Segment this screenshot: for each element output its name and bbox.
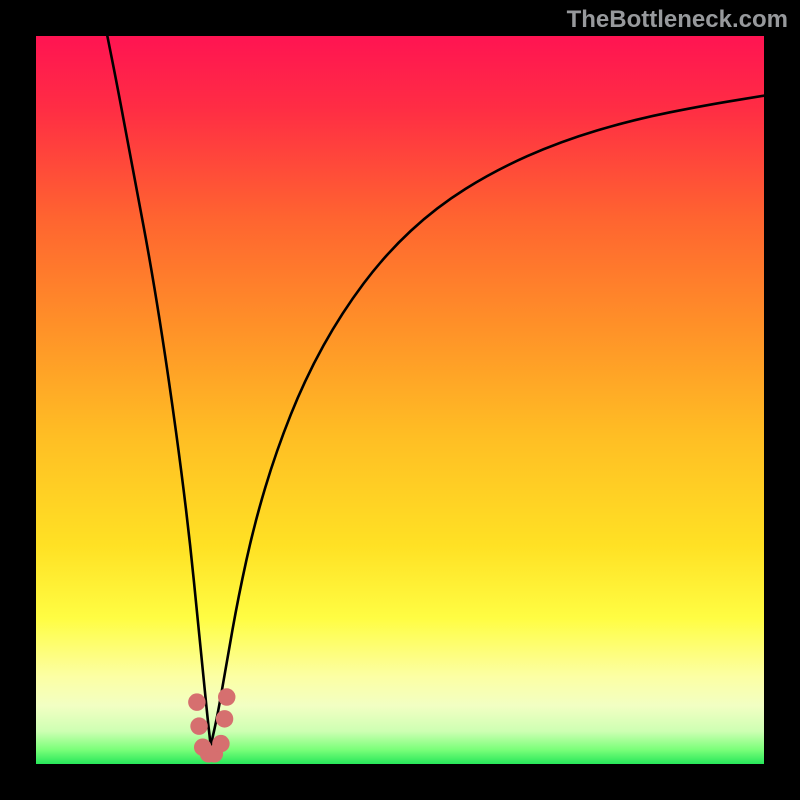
marker-point	[188, 693, 205, 710]
plot-area	[36, 36, 764, 764]
gradient-background	[36, 36, 764, 764]
chart-container: TheBottleneck.com	[0, 0, 800, 800]
marker-point	[212, 735, 229, 752]
watermark-text: TheBottleneck.com	[567, 6, 788, 34]
marker-point	[218, 688, 235, 705]
plot-svg	[36, 36, 764, 764]
marker-point	[216, 710, 233, 727]
marker-point	[190, 717, 207, 734]
